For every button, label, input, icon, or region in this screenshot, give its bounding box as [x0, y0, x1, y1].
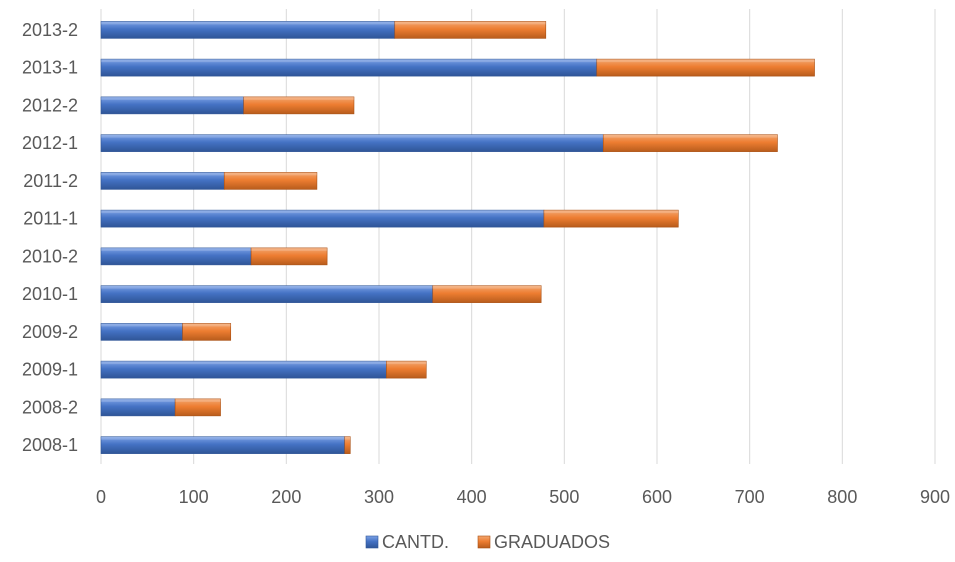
- category-label: 2012-2: [22, 95, 78, 115]
- bar-highlight: [101, 323, 183, 327]
- bar-graduados-2010-1: [432, 285, 542, 303]
- category-axis-labels: 2008-1 2008-2 2009-1 2009-2 2010-1 2010-2 2011…: [22, 20, 78, 455]
- bar-highlight: [344, 436, 351, 440]
- bar-highlight: [101, 436, 345, 440]
- x-tick-label: 0: [96, 487, 106, 507]
- x-tick-label: 100: [179, 487, 209, 507]
- bar-graduados-2011-2: [223, 172, 318, 190]
- x-tick-label: 600: [642, 487, 672, 507]
- value-axis-labels: 0 100 200 300 400 500 600 700 800 900: [96, 487, 950, 507]
- bar-highlight: [101, 172, 225, 176]
- bar-graduados-2011-1: [543, 209, 679, 228]
- bar-highlight: [101, 210, 544, 214]
- x-tick-label: 900: [920, 487, 950, 507]
- x-tick-label: 300: [364, 487, 394, 507]
- bar-graduados-2008-1: [344, 436, 351, 454]
- x-tick-label: 700: [735, 487, 765, 507]
- bar-graduados-2009-1: [386, 360, 427, 379]
- bar-graduados-2010-2: [250, 247, 328, 266]
- bar-highlight: [101, 134, 604, 138]
- bars: [100, 21, 815, 454]
- category-label: 2009-2: [22, 322, 78, 342]
- bar-highlight: [182, 323, 231, 327]
- bar-highlight: [101, 361, 387, 365]
- category-label: 2010-2: [22, 246, 78, 266]
- x-tick-label: 400: [457, 487, 487, 507]
- legend-label-graduados: GRADUADOS: [494, 532, 610, 552]
- category-label: 2008-1: [22, 435, 78, 455]
- bar-graduados-2012-1: [602, 134, 778, 152]
- bar-highlight: [101, 398, 176, 402]
- bar-graduados-2013-1: [596, 58, 815, 77]
- bar-graduados-2008-2: [174, 398, 221, 417]
- x-tick-label: 500: [549, 487, 579, 507]
- category-label: 2009-1: [22, 360, 78, 380]
- category-label: 2012-1: [22, 133, 78, 153]
- bar-highlight: [432, 285, 542, 289]
- legend-swatch-cantd: [365, 535, 379, 549]
- category-label: 2013-2: [22, 20, 78, 40]
- bar-graduados-2013-2: [394, 21, 547, 39]
- category-label: 2013-1: [22, 58, 78, 78]
- bar-highlight: [175, 398, 221, 402]
- x-tick-label: 200: [271, 487, 301, 507]
- category-label: 2011-2: [23, 171, 78, 191]
- bar-highlight: [543, 210, 679, 214]
- bar-highlight: [251, 247, 328, 251]
- legend-swatch-graduados: [477, 535, 491, 549]
- x-tick-label: 800: [827, 487, 857, 507]
- bar-highlight: [101, 96, 244, 100]
- bar-highlight: [243, 96, 354, 100]
- category-label: 2008-2: [22, 397, 78, 417]
- bar-highlight: [224, 172, 317, 176]
- legend-label-cantd: CANTD.: [382, 532, 449, 552]
- category-label: 2010-1: [22, 284, 78, 304]
- gridlines: [100, 9, 936, 464]
- legend: CANTD. GRADUADOS: [365, 532, 610, 552]
- bar-highlight: [386, 361, 427, 365]
- category-label: 2011-1: [23, 209, 78, 229]
- bar-highlight: [101, 59, 597, 63]
- bar-highlight: [101, 21, 395, 25]
- bar-graduados-2009-2: [182, 323, 232, 341]
- bar-graduados-2012-2: [243, 96, 355, 115]
- bar-highlight: [394, 21, 546, 25]
- bar-highlight: [101, 285, 433, 289]
- bar-highlight: [596, 59, 815, 63]
- bar-highlight: [101, 247, 252, 251]
- bar-highlight: [603, 134, 778, 138]
